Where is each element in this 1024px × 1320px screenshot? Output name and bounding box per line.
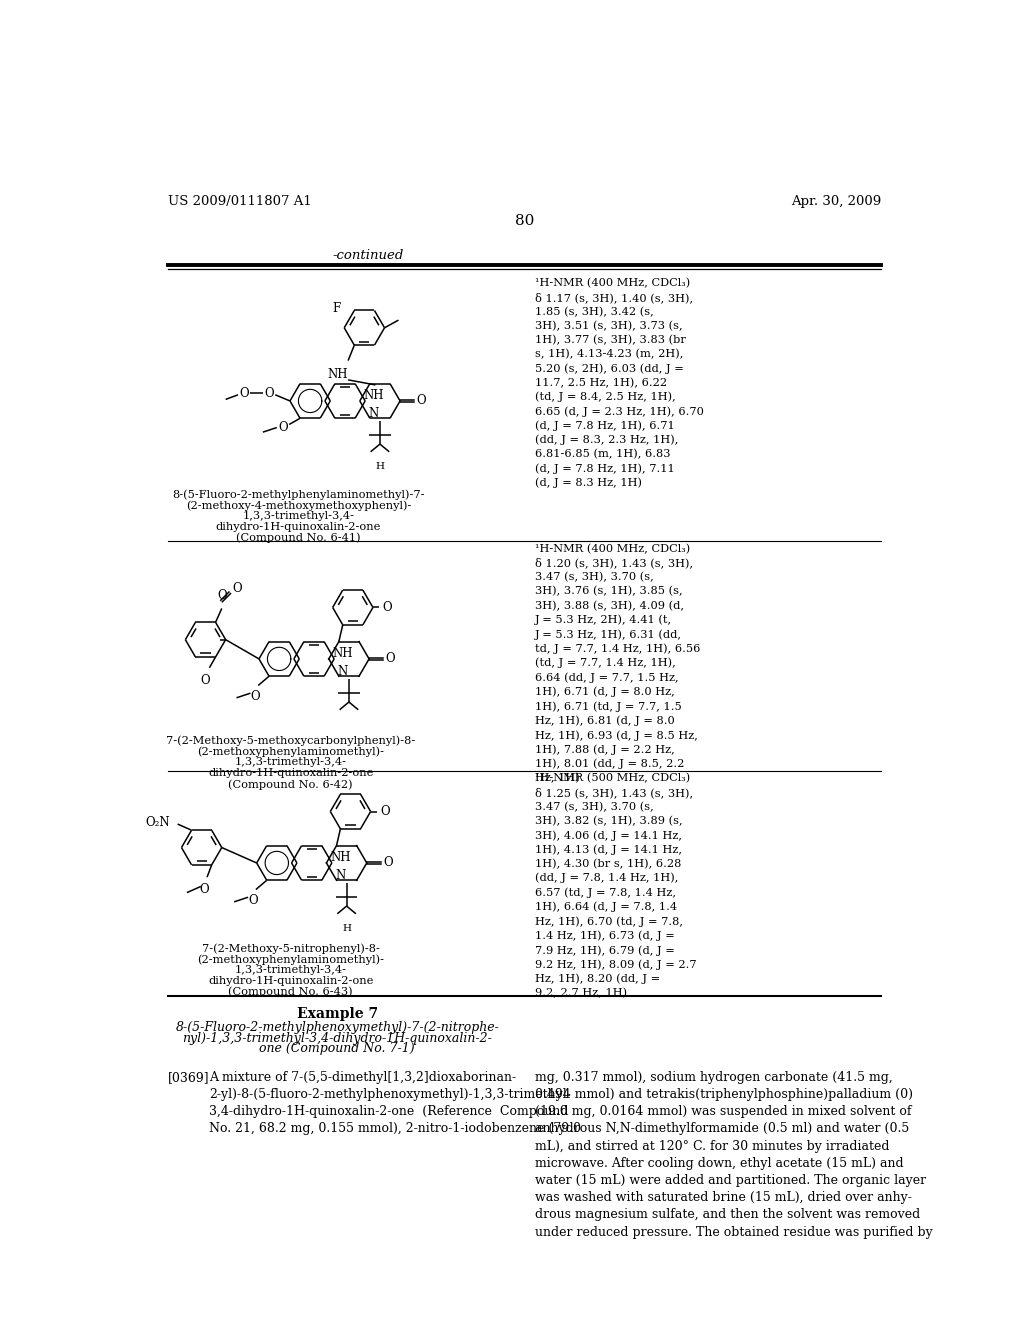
Text: dihydro-1H-quinoxalin-2-one: dihydro-1H-quinoxalin-2-one — [208, 768, 374, 779]
Text: (Compound No. 6-41): (Compound No. 6-41) — [237, 533, 360, 544]
Text: O: O — [250, 690, 260, 704]
Text: N: N — [336, 869, 346, 882]
Text: -continued: -continued — [333, 249, 403, 263]
Text: 1,3,3-trimethyl-3,4-: 1,3,3-trimethyl-3,4- — [243, 511, 354, 521]
Text: Example 7: Example 7 — [297, 1007, 378, 1020]
Text: O: O — [385, 652, 395, 665]
Text: dihydro-1H-quinoxalin-2-one: dihydro-1H-quinoxalin-2-one — [216, 521, 381, 532]
Text: nyl)-1,3,3-trimethyl-3,4-dihydro-1H-quinoxalin-2-: nyl)-1,3,3-trimethyl-3,4-dihydro-1H-quin… — [182, 1032, 493, 1044]
Text: ¹H-NMR (500 MHz, CDCl₃)
δ 1.25 (s, 3H), 1.43 (s, 3H),
3.47 (s, 3H), 3.70 (s,
3H): ¹H-NMR (500 MHz, CDCl₃) δ 1.25 (s, 3H), … — [535, 774, 696, 998]
Text: ¹H-NMR (400 MHz, CDCl₃)
δ 1.17 (s, 3H), 1.40 (s, 3H),
1.85 (s, 3H), 3.42 (s,
3H): ¹H-NMR (400 MHz, CDCl₃) δ 1.17 (s, 3H), … — [535, 277, 703, 488]
Text: 1,3,3-trimethyl-3,4-: 1,3,3-trimethyl-3,4- — [234, 758, 347, 767]
Text: O: O — [232, 582, 243, 595]
Text: N: N — [338, 665, 348, 678]
Text: ¹H-NMR (400 MHz, CDCl₃)
δ 1.20 (s, 3H), 1.43 (s, 3H),
3.47 (s, 3H), 3.70 (s,
3H): ¹H-NMR (400 MHz, CDCl₃) δ 1.20 (s, 3H), … — [535, 544, 700, 784]
Text: O: O — [200, 675, 210, 686]
Text: N: N — [369, 407, 379, 420]
Text: mg, 0.317 mmol), sodium hydrogen carbonate (41.5 mg,
0.494 mmol) and tetrakis(tr: mg, 0.317 mmol), sodium hydrogen carbona… — [535, 1071, 933, 1238]
Text: O₂N: O₂N — [145, 816, 170, 829]
Text: (2-methoxyphenylaminomethyl)-: (2-methoxyphenylaminomethyl)- — [198, 747, 384, 758]
Text: H: H — [342, 924, 351, 933]
Text: O: O — [217, 589, 226, 602]
Text: NH: NH — [364, 389, 384, 401]
Text: H: H — [376, 462, 384, 471]
Text: 80: 80 — [515, 214, 535, 228]
Text: 8-(5-Fluoro-2-methylphenylaminomethyl)-7-: 8-(5-Fluoro-2-methylphenylaminomethyl)-7… — [172, 490, 425, 500]
Text: O: O — [240, 387, 249, 400]
Text: NH: NH — [333, 647, 353, 660]
Text: Apr. 30, 2009: Apr. 30, 2009 — [792, 195, 882, 209]
Text: NH: NH — [327, 368, 347, 381]
Text: 1,3,3-trimethyl-3,4-: 1,3,3-trimethyl-3,4- — [234, 965, 347, 975]
Text: 7-(2-Methoxy-5-nitrophenyl)-8-: 7-(2-Methoxy-5-nitrophenyl)-8- — [202, 944, 380, 954]
Text: O: O — [380, 805, 389, 818]
Text: (2-methoxy-4-methoxymethoxyphenyl)-: (2-methoxy-4-methoxymethoxyphenyl)- — [185, 500, 412, 511]
Text: [0369]: [0369] — [168, 1071, 210, 1084]
Text: O: O — [199, 883, 209, 896]
Text: one (Compound No. 7-1): one (Compound No. 7-1) — [259, 1043, 415, 1056]
Text: F: F — [333, 302, 341, 314]
Text: O: O — [417, 395, 426, 408]
Text: O: O — [383, 857, 392, 870]
Text: (Compound No. 6-42): (Compound No. 6-42) — [228, 779, 353, 789]
Text: NH: NH — [331, 851, 351, 863]
Text: O: O — [264, 387, 273, 400]
Text: 8-(5-Fluoro-2-methylphenoxymethyl)-7-(2-nitrophe-: 8-(5-Fluoro-2-methylphenoxymethyl)-7-(2-… — [175, 1020, 499, 1034]
Text: O: O — [382, 601, 392, 614]
Text: O: O — [279, 421, 288, 434]
Text: dihydro-1H-quinoxalin-2-one: dihydro-1H-quinoxalin-2-one — [208, 977, 374, 986]
Text: A mixture of 7-(5,5-dimethyl[1,3,2]dioxaborinan-
2-yl)-8-(5-fluoro-2-methylpheno: A mixture of 7-(5,5-dimethyl[1,3,2]dioxa… — [209, 1071, 582, 1135]
Text: US 2009/0111807 A1: US 2009/0111807 A1 — [168, 195, 312, 209]
Text: (Compound No. 6-43): (Compound No. 6-43) — [228, 987, 353, 998]
Text: 7-(2-Methoxy-5-methoxycarbonylphenyl)-8-: 7-(2-Methoxy-5-methoxycarbonylphenyl)-8- — [166, 737, 416, 747]
Text: O: O — [248, 894, 258, 907]
Text: (2-methoxyphenylaminomethyl)-: (2-methoxyphenylaminomethyl)- — [198, 954, 384, 965]
